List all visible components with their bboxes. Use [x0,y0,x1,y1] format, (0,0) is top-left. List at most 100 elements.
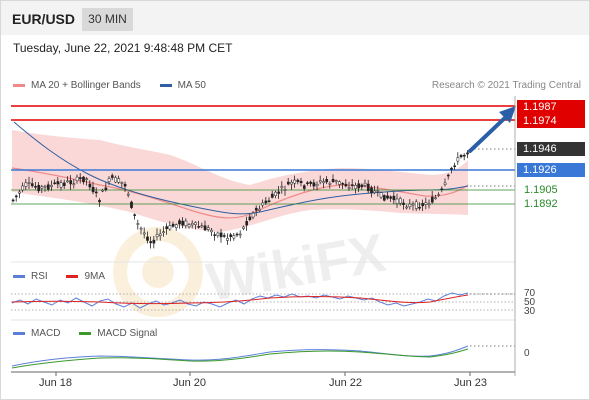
candle-body [232,235,236,239]
rsi-level-30: 30 [524,306,536,317]
candle-body [197,226,201,228]
candle-body [379,192,383,198]
candle-body [366,183,370,192]
candle-body [75,176,79,182]
candle-body [411,203,415,206]
candle-body [187,224,191,228]
candle-body [178,220,181,225]
candle-body [126,193,130,196]
rsi-swatch [13,275,25,278]
candle-body [306,182,309,184]
price-label-resistance-2: 1.1974 [517,114,585,128]
candle-body [82,176,85,183]
x-label-jun20: Jun 20 [173,377,207,389]
candle-body [43,185,47,188]
candle-body [334,180,338,182]
legend-rsi: RSI [31,271,48,282]
candle-body [267,200,271,202]
candle-body [325,178,329,183]
timestamp: Tuesday, June 22, 2021 9:48:48 PM CET [13,41,233,55]
candle-body [440,188,444,190]
candle-body [219,232,223,238]
candle-body [299,181,303,184]
candle-body [174,224,178,229]
candle-body [181,220,185,226]
candle-body [402,202,405,206]
candle-body [376,190,380,192]
legend-macd-signal: MACD Signal [97,328,158,339]
candle-body [168,225,172,230]
candle-body [242,226,245,229]
candle-body [462,154,466,157]
price-label-resistance-1: 1.1987 [517,100,585,114]
candle-body [184,220,188,226]
candle-body [264,200,268,204]
candle-body [424,202,428,205]
candle-body [69,180,73,185]
candle-body [53,182,57,184]
candle-body [302,185,306,189]
candle-body [392,195,396,201]
candle-body [200,225,204,228]
candlestick-series [11,150,469,249]
candle-body [104,187,108,191]
candle-body [117,178,121,183]
candle-body [152,239,156,244]
candle-body [50,184,53,187]
candle-body [459,154,463,158]
header-bar: EUR/USD 30 MIN [1,1,589,35]
candle-body [274,191,277,197]
candle-body [434,197,437,200]
candle-body [331,178,335,182]
timeframe-button[interactable]: 30 MIN [82,8,133,31]
ma20-line [11,167,469,219]
candle-body [245,221,249,226]
candle-body [350,184,354,186]
candle-body [322,181,325,184]
candle-body [421,203,425,207]
candle-body [235,233,239,236]
candle-body [398,198,402,204]
candle-body [171,223,175,227]
candle-body [414,201,418,209]
candle-body [34,186,37,188]
candle-body [370,187,373,193]
candle-body [427,203,431,206]
candle-body [91,186,95,193]
candle-body [37,184,41,192]
candle-body [146,236,149,241]
rsi-level-50: 50 [524,297,536,308]
macd-legend: MACD MACD Signal [13,328,173,339]
candle-body [341,183,345,185]
candle-body [66,180,69,183]
candle-body [456,157,460,162]
candle-body [312,182,316,187]
candle-body [62,182,66,186]
legend-ma50: MA 50 [177,80,206,91]
candle-body [18,191,21,194]
candle-body [258,208,261,211]
ma50-swatch [159,84,172,87]
candle-body [405,206,409,209]
candle-body [446,174,450,177]
candle-body [88,183,92,188]
macd-swatch [13,332,25,335]
candle-body [344,183,348,187]
candle-body [114,177,117,183]
candle-body [165,226,169,230]
rsi-line [11,292,469,309]
candle-body [290,181,293,185]
candle-body [437,194,441,196]
candle-body [133,214,137,216]
candle-body [149,241,153,244]
x-label-jun22: Jun 22 [329,377,363,389]
rsi-level-70: 70 [524,288,536,299]
candle-body [386,195,389,199]
candle-body [277,191,281,194]
forecast-arrow [468,106,516,153]
candle-body [453,165,457,168]
candle-body [382,195,386,201]
macd-level-0: 0 [524,348,530,359]
candle-body [270,193,274,198]
candle-body [107,178,111,182]
